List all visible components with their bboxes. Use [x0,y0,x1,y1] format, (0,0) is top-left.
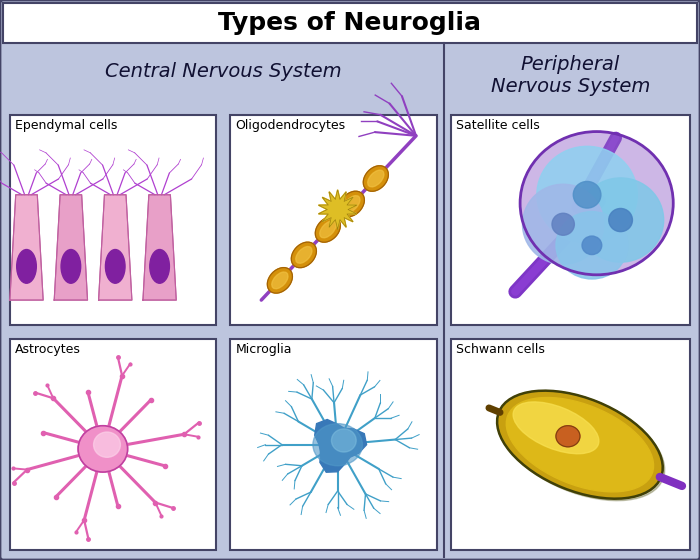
Polygon shape [99,195,132,300]
Ellipse shape [320,221,336,238]
Ellipse shape [363,166,389,192]
Ellipse shape [150,250,169,283]
Polygon shape [54,195,88,300]
Text: Satellite cells: Satellite cells [456,119,540,132]
Ellipse shape [272,272,288,289]
Ellipse shape [368,170,384,187]
Ellipse shape [609,208,632,232]
Ellipse shape [522,184,604,264]
FancyBboxPatch shape [10,115,216,325]
Ellipse shape [537,146,638,243]
FancyBboxPatch shape [451,339,690,550]
Ellipse shape [340,191,365,217]
Text: Schwann cells: Schwann cells [456,343,545,356]
Ellipse shape [332,429,356,452]
Text: Astrocytes: Astrocytes [15,343,81,356]
FancyBboxPatch shape [3,3,697,43]
Ellipse shape [582,236,602,255]
Text: Types of Neuroglia: Types of Neuroglia [218,11,482,35]
Polygon shape [315,419,367,472]
Ellipse shape [497,391,663,499]
FancyBboxPatch shape [451,115,690,325]
Text: Oligodendrocytes: Oligodendrocytes [235,119,346,132]
Ellipse shape [315,217,340,242]
Ellipse shape [78,426,127,472]
Ellipse shape [267,268,293,293]
Ellipse shape [573,181,601,208]
FancyBboxPatch shape [230,339,437,550]
Polygon shape [143,195,176,300]
Ellipse shape [17,250,36,283]
Text: Microglia: Microglia [235,343,292,356]
Ellipse shape [313,423,363,466]
Ellipse shape [578,178,664,262]
Ellipse shape [499,393,665,501]
Polygon shape [318,190,357,229]
Polygon shape [318,190,357,229]
Ellipse shape [520,132,673,275]
FancyBboxPatch shape [230,115,437,325]
Ellipse shape [291,242,316,268]
Ellipse shape [513,402,599,454]
Ellipse shape [556,212,628,279]
Ellipse shape [295,246,312,263]
Ellipse shape [94,432,120,458]
Ellipse shape [61,250,80,283]
Ellipse shape [506,398,654,492]
Text: Peripheral
Nervous System: Peripheral Nervous System [491,55,650,96]
Ellipse shape [344,195,360,212]
Ellipse shape [106,250,125,283]
Polygon shape [10,195,43,300]
Text: Central Nervous System: Central Nervous System [105,62,342,81]
Text: Ependymal cells: Ependymal cells [15,119,118,132]
FancyBboxPatch shape [10,339,216,550]
Ellipse shape [552,213,575,235]
Ellipse shape [556,426,580,447]
